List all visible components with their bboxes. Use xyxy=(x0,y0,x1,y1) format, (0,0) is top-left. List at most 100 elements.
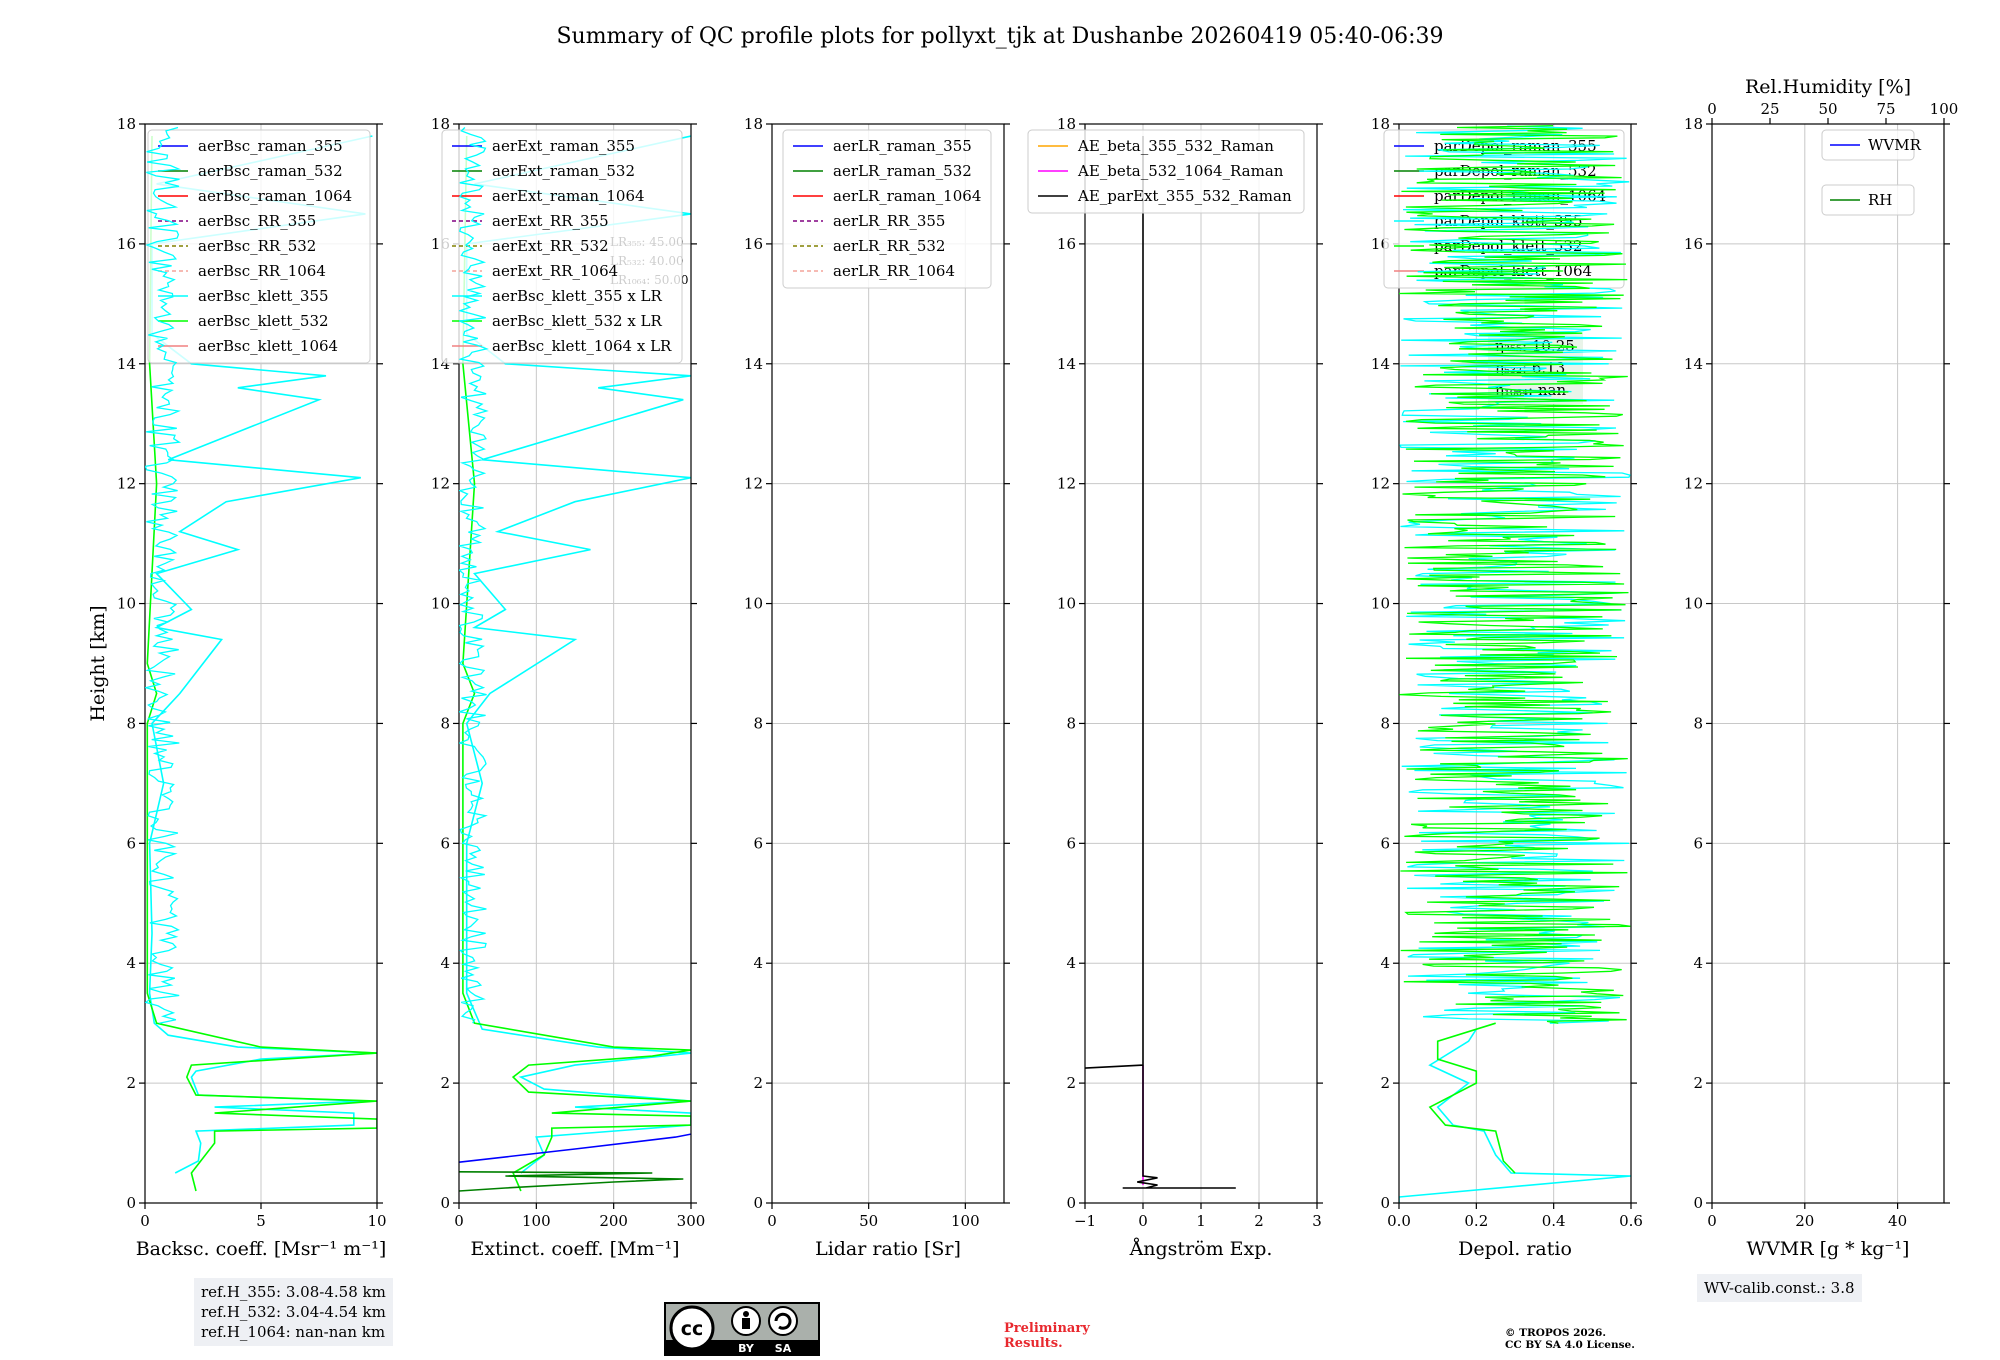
y-tick-label: 0 xyxy=(753,1194,763,1212)
sa-icon xyxy=(768,1306,798,1336)
legend-wvmr: WVMR RH xyxy=(1821,129,1922,216)
x-tick-label: 50 xyxy=(859,1212,878,1230)
y-tick-label: 2 xyxy=(1066,1074,1076,1092)
legend-label: aerLR_raman_532 xyxy=(833,162,972,180)
series-parDepol_klett_532 xyxy=(1428,1022,1516,1174)
y-tick-label: 18 xyxy=(744,115,763,133)
legend-label: aerBsc_klett_532 xyxy=(198,312,329,330)
y-tick-label: 6 xyxy=(1380,834,1390,852)
legend-label: aerLR_raman_355 xyxy=(833,137,972,155)
y-tick-label: 16 xyxy=(744,235,763,253)
y-tick-label: 16 xyxy=(1057,235,1076,253)
legend-label: aerLR_RR_1064 xyxy=(833,262,955,280)
top-x-tick-label: 100 xyxy=(1930,100,1959,118)
x-tick-label: 20 xyxy=(1795,1212,1814,1230)
x-tick-label: 0 xyxy=(1138,1212,1148,1230)
series-group-angstrom xyxy=(1085,136,1236,1189)
preliminary-line-2: Results. xyxy=(1004,1336,1063,1351)
svg-text:cc: cc xyxy=(681,1318,704,1340)
y-tick-label: 6 xyxy=(753,834,763,852)
tropos-copyright: © TROPOS 2026. CC BY SA 4.0 License. xyxy=(1505,1327,1635,1351)
y-tick-label: 6 xyxy=(440,834,450,852)
y-tick-label: 0 xyxy=(440,1194,450,1212)
y-tick-label: 10 xyxy=(1057,595,1076,613)
y-tick-label: 10 xyxy=(1684,595,1703,613)
series-aerBsc_klett_532 xyxy=(146,135,377,1192)
y-tick-label: 0 xyxy=(126,1194,136,1212)
panel-lidar_ratio: 0 2 4 6 8 10 12 14 16 18 0 50 100 Lidar ratio [Sr] aer… xyxy=(744,115,1010,1260)
wv-calibration-box: WV-calib.const.: 3.8 xyxy=(1697,1274,1862,1302)
y-tick-label: 2 xyxy=(1693,1074,1703,1092)
legend-label: aerExt_RR_532 xyxy=(492,237,609,255)
y-tick-label: 18 xyxy=(1684,115,1703,133)
y-tick-label: 4 xyxy=(126,954,136,972)
legend-label: AE_beta_532_1064_Raman xyxy=(1077,162,1284,180)
y-tick-label: 0 xyxy=(1380,1194,1390,1212)
axes-frame-lidar_ratio xyxy=(771,123,1005,1204)
axes-frame-wvmr xyxy=(1711,123,1945,1204)
legend-label: WVMR xyxy=(1868,136,1922,154)
legend-label: aerBsc_raman_1064 xyxy=(198,187,352,205)
legend-label: aerLR_RR_532 xyxy=(833,237,945,255)
legend-label: RH xyxy=(1868,191,1892,209)
y-tick-label: 18 xyxy=(1057,115,1076,133)
panel-backscatter: 0 2 4 6 8 10 12 14 16 18 0 5 10 Backsc. coeff. [Msr⁻¹… xyxy=(87,115,387,1260)
noise-trace-0 xyxy=(145,126,182,1024)
legend-label: aerBsc_klett_1064 xyxy=(198,337,338,355)
legend-frame xyxy=(147,129,371,364)
x-tick-label: −1 xyxy=(1074,1212,1096,1230)
y-tick-label: 0 xyxy=(1693,1194,1703,1212)
top-x-tick-label: 0 xyxy=(1707,100,1717,118)
top-x-tick-label: 75 xyxy=(1876,100,1895,118)
y-tick-label: 4 xyxy=(1693,954,1703,972)
y-tick-label: 6 xyxy=(1066,834,1076,852)
y-axis-label: Height [km] xyxy=(87,605,109,721)
y-tick-label: 10 xyxy=(117,595,136,613)
legend-label: aerBsc_RR_1064 xyxy=(198,262,326,280)
x-tick-label: 100 xyxy=(951,1212,980,1230)
cc-sa-label: SA xyxy=(775,1342,792,1355)
y-tick-label: 6 xyxy=(126,834,136,852)
legend-label: aerBsc_RR_532 xyxy=(198,237,316,255)
x-axis-label-depol: Depol. ratio xyxy=(1458,1238,1572,1260)
x-tick-label: 0 xyxy=(454,1212,464,1230)
x-tick-label: 1 xyxy=(1196,1212,1206,1230)
y-tick-label: 2 xyxy=(440,1074,450,1092)
series-aerBsc_klett_532 x LR xyxy=(462,135,691,1192)
y-tick-label: 14 xyxy=(1684,355,1703,373)
x-axis-label-angstrom: Ångström Exp. xyxy=(1129,1238,1273,1260)
y-tick-label: 8 xyxy=(753,714,763,732)
y-tick-label: 12 xyxy=(117,475,136,493)
y-tick-label: 4 xyxy=(440,954,450,972)
legend-label: aerLR_RR_355 xyxy=(833,212,945,230)
x-tick-label: 3 xyxy=(1312,1212,1322,1230)
legend-label: AE_beta_355_532_Raman xyxy=(1077,137,1274,155)
y-tick-label: 0 xyxy=(1066,1194,1076,1212)
y-tick-label: 10 xyxy=(744,595,763,613)
cc-by-label: BY xyxy=(738,1342,755,1355)
x-tick-label: 0.6 xyxy=(1619,1212,1643,1230)
y-tick-label: 8 xyxy=(1066,714,1076,732)
legend-label: aerLR_raman_1064 xyxy=(833,187,981,205)
y-tick-label: 14 xyxy=(1057,355,1076,373)
legend-label: aerExt_raman_1064 xyxy=(492,187,645,205)
y-tick-label: 2 xyxy=(126,1074,136,1092)
series-aerBsc_klett_355 xyxy=(148,135,377,1174)
noise-polyline xyxy=(1399,125,1631,1024)
series-group-backscatter xyxy=(146,135,377,1192)
legend-label: AE_parExt_355_532_Raman xyxy=(1077,187,1292,205)
y-tick-label: 8 xyxy=(126,714,136,732)
y-tick-label: 4 xyxy=(1380,954,1390,972)
x-tick-label: 0 xyxy=(140,1212,150,1230)
legend-frame xyxy=(1821,129,1915,161)
tropos-line-2: CC BY SA 4.0 License. xyxy=(1505,1339,1635,1351)
legend-frame xyxy=(1027,129,1305,214)
x-tick-label: 0 xyxy=(767,1212,777,1230)
legend-label: aerExt_raman_355 xyxy=(492,137,635,155)
legend-frame xyxy=(441,129,683,364)
noise-trace-1 xyxy=(459,127,489,1024)
y-tick-label: 10 xyxy=(431,595,450,613)
